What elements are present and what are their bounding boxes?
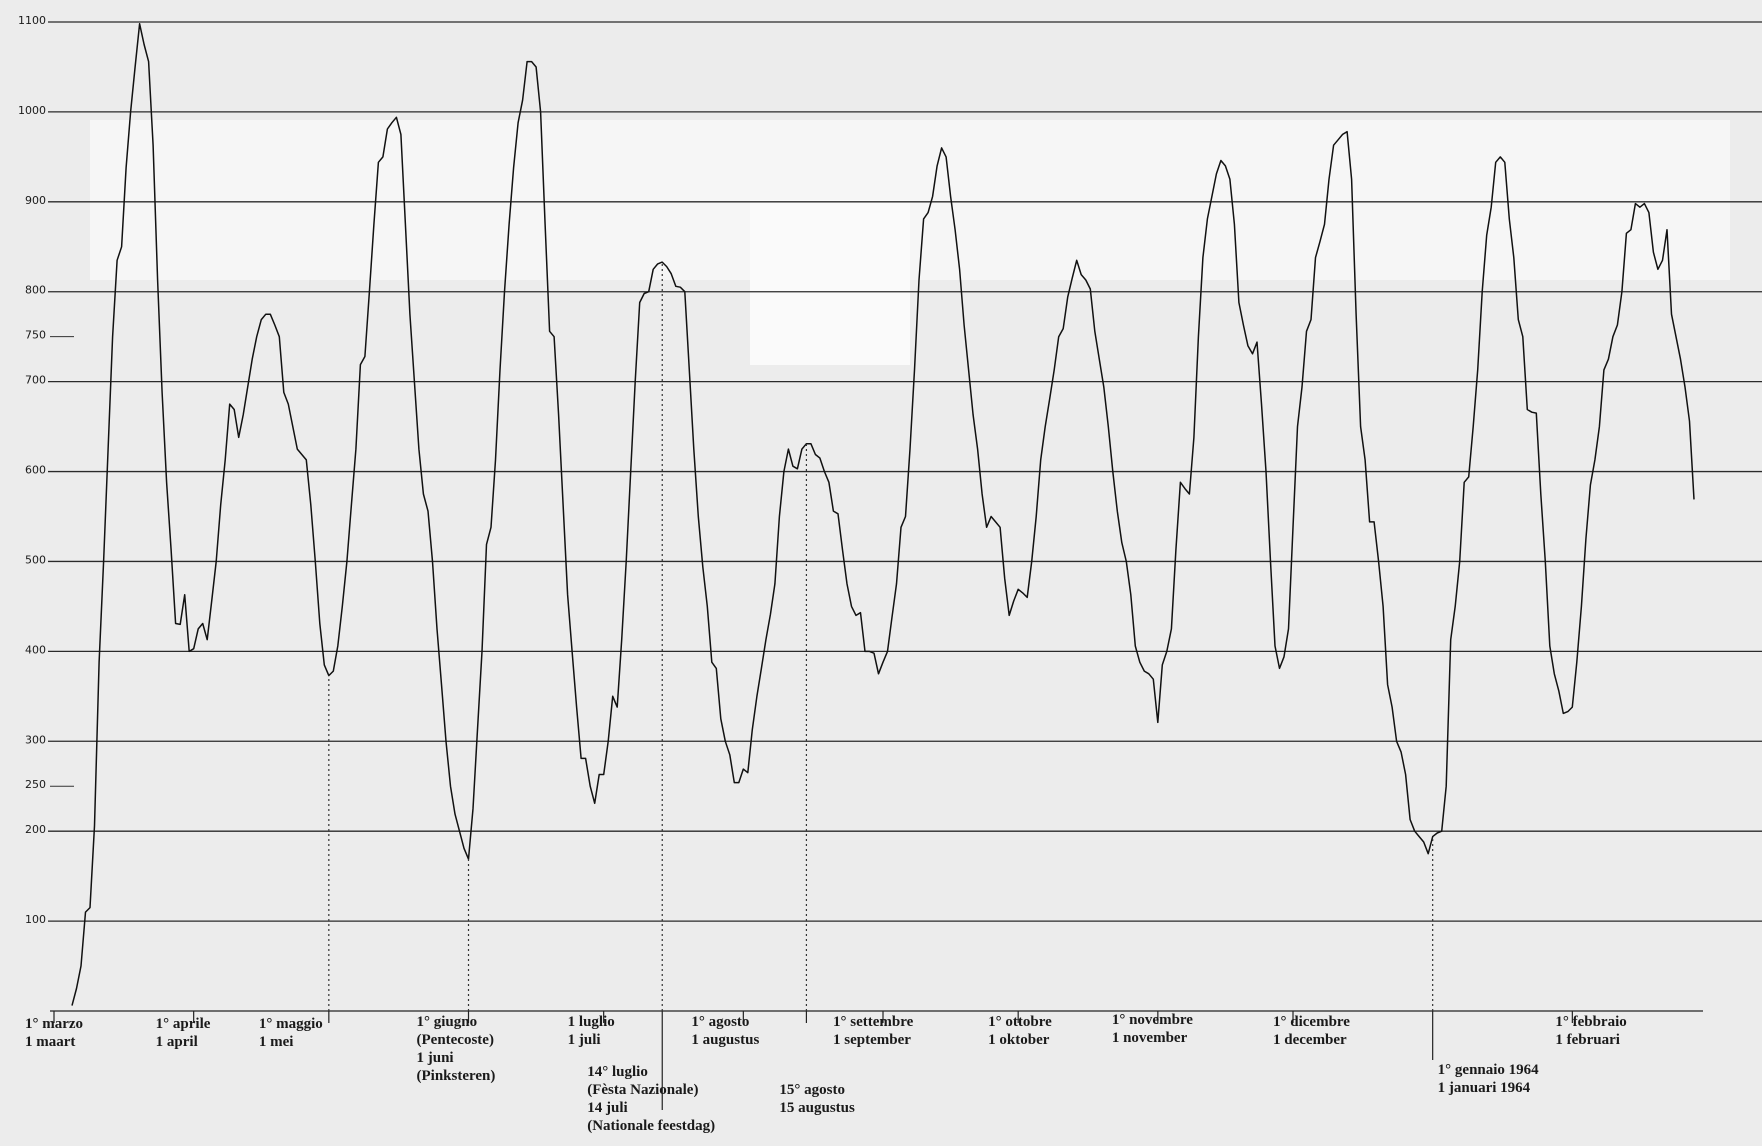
x-tick-label: (Nationale feestdag)	[587, 1118, 715, 1134]
x-tick-label: (Pentecoste)	[417, 1032, 494, 1048]
x-tick-label: 15° agosto	[779, 1082, 845, 1098]
y-tick-label: 600	[25, 464, 46, 477]
y-tick-label: 1000	[18, 104, 46, 117]
x-tick-label: 1° settembre	[833, 1014, 914, 1030]
x-tick-label: 1° marzo	[25, 1016, 83, 1032]
x-tick-label: (Pinksteren)	[417, 1068, 496, 1084]
y-tick-label: 1100	[18, 14, 46, 27]
x-tick-label: 1 oktober	[988, 1032, 1050, 1048]
x-tick-label: 1° agosto	[691, 1014, 749, 1030]
x-tick-label: 1 augustus	[691, 1032, 759, 1048]
x-tick-label: 1 april	[156, 1034, 198, 1050]
x-tick-label: 1 maart	[25, 1034, 75, 1050]
x-tick-label: 1° dicembre	[1273, 1014, 1350, 1030]
x-tick-label: 1 mei	[259, 1034, 294, 1050]
line	[71, 23, 1695, 1006]
x-tick-label: 1° maggio	[259, 1016, 323, 1032]
x-tick-label: 1 januari 1964	[1438, 1080, 1531, 1096]
x-tick-label: 1° aprile	[156, 1016, 211, 1032]
x-tick-label: 14° luglio	[587, 1064, 648, 1080]
y-tick-label: 900	[25, 194, 46, 207]
y-tick-label: 400	[25, 643, 46, 656]
x-tick-label: 1° febbraio	[1555, 1014, 1626, 1030]
x-tick-label: 15 augustus	[779, 1100, 855, 1116]
y-tick-label: 250	[25, 778, 46, 791]
paper-patch	[750, 200, 910, 365]
x-tick-label: 1° ottobre	[988, 1014, 1052, 1030]
y-tick-label: 300	[25, 733, 46, 746]
x-tick-label: 1° gennaio 1964	[1438, 1062, 1540, 1078]
y-tick-label: 500	[25, 553, 46, 566]
y-tick-label: 700	[25, 374, 46, 387]
x-tick-label: 1 december	[1273, 1032, 1347, 1048]
x-tick-label: 1° novembre	[1112, 1012, 1193, 1028]
y-tick-label: 200	[25, 823, 46, 836]
y-tick-label: 800	[25, 284, 46, 297]
y-tick-label: 100	[25, 913, 46, 926]
x-tick-label: 1 luglio	[568, 1014, 615, 1030]
y-tick-label: 750	[25, 329, 46, 342]
x-tick-label: (Fèsta Nazionale)	[587, 1082, 698, 1098]
x-tick-label: 14 juli	[587, 1100, 627, 1116]
x-tick-label: 1 februari	[1555, 1032, 1620, 1048]
x-tick-label: 1 november	[1112, 1030, 1188, 1046]
x-tick-label: 1 september	[833, 1032, 911, 1048]
x-tick-label: 1 juni	[417, 1050, 454, 1066]
x-tick-label: 1° giugno	[417, 1014, 478, 1030]
x-tick-label: 1 juli	[568, 1032, 601, 1048]
